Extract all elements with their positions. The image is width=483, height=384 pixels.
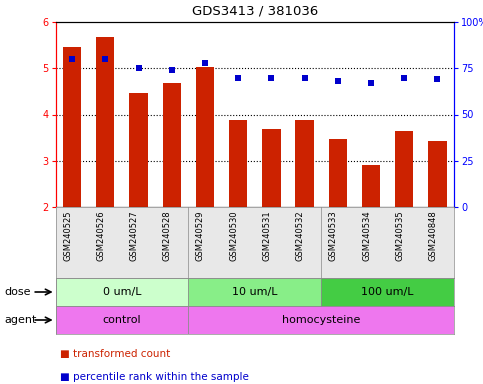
- Bar: [96, 37, 114, 207]
- Bar: [188, 278, 321, 306]
- Bar: [262, 129, 281, 207]
- Point: [168, 67, 176, 73]
- Bar: [196, 67, 214, 207]
- Bar: [395, 131, 413, 207]
- Text: ■ percentile rank within the sample: ■ percentile rank within the sample: [60, 372, 249, 382]
- Bar: [321, 278, 454, 306]
- Point: [101, 56, 109, 62]
- Text: ■ transformed count: ■ transformed count: [60, 349, 170, 359]
- Text: GSM240535: GSM240535: [395, 210, 404, 261]
- Text: GSM240848: GSM240848: [428, 210, 438, 261]
- Point: [334, 78, 341, 84]
- Text: agent: agent: [5, 315, 37, 325]
- Bar: [428, 141, 447, 207]
- Point: [234, 74, 242, 81]
- Text: 10 um/L: 10 um/L: [232, 287, 278, 297]
- Point: [367, 80, 375, 86]
- Point: [301, 74, 309, 81]
- Bar: [229, 120, 247, 207]
- Point: [434, 76, 441, 83]
- Text: GSM240525: GSM240525: [63, 210, 72, 261]
- Text: GSM240528: GSM240528: [163, 210, 172, 261]
- Text: GSM240533: GSM240533: [329, 210, 338, 261]
- Text: GSM240527: GSM240527: [129, 210, 139, 261]
- Bar: [328, 139, 347, 207]
- Bar: [63, 48, 81, 207]
- Bar: [56, 278, 188, 306]
- Text: GSM240532: GSM240532: [296, 210, 305, 261]
- Bar: [163, 83, 181, 207]
- Point: [68, 56, 76, 62]
- Bar: [56, 306, 188, 334]
- Text: GSM240531: GSM240531: [262, 210, 271, 261]
- Bar: [296, 120, 314, 207]
- Text: GDS3413 / 381036: GDS3413 / 381036: [192, 5, 318, 18]
- Text: GSM240534: GSM240534: [362, 210, 371, 261]
- Text: GSM240530: GSM240530: [229, 210, 238, 261]
- Text: dose: dose: [5, 287, 31, 297]
- Text: GSM240529: GSM240529: [196, 210, 205, 261]
- Bar: [129, 93, 148, 207]
- Text: homocysteine: homocysteine: [282, 315, 360, 325]
- Point: [201, 60, 209, 66]
- Point: [268, 74, 275, 81]
- Text: 100 um/L: 100 um/L: [361, 287, 414, 297]
- Text: control: control: [103, 315, 141, 325]
- Point: [400, 74, 408, 81]
- Text: 0 um/L: 0 um/L: [103, 287, 141, 297]
- Text: GSM240526: GSM240526: [96, 210, 105, 261]
- Bar: [188, 306, 454, 334]
- Bar: [362, 166, 380, 207]
- Point: [135, 65, 142, 71]
